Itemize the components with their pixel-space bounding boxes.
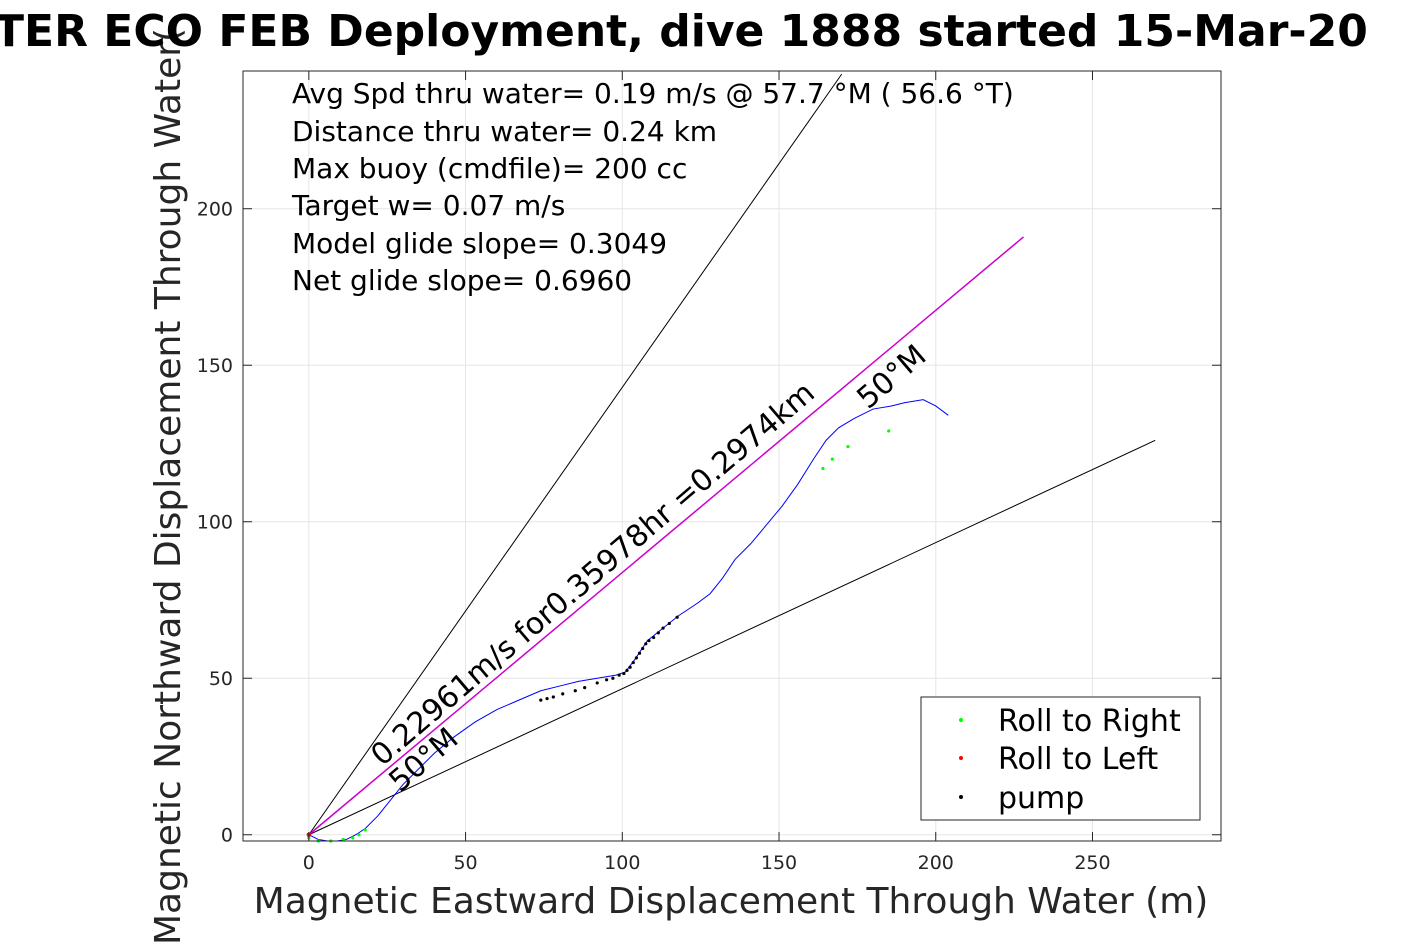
annotation-max-buoy: Max buoy (cmdfile)= 200 cc <box>292 152 687 185</box>
pump-marker <box>631 660 635 665</box>
legend: Roll to Right Roll to Left pump <box>920 696 1201 821</box>
annotation-block: Avg Spd thru water= 0.19 m/s @ 57.7 °M (… <box>291 77 1014 297</box>
y-tick-label: 150 <box>197 355 233 377</box>
annotation-model-glide: Model glide slope= 0.3049 <box>292 227 667 260</box>
roll-to-right-marker <box>887 429 891 433</box>
roll-to-right-marker <box>821 466 825 471</box>
x-tick-label: 200 <box>918 852 954 874</box>
y-tick-label: 50 <box>209 668 233 690</box>
x-tick-label: 100 <box>604 852 640 874</box>
roll-to-right-marker <box>830 457 834 461</box>
annotation-avg-speed: Avg Spd thru water= 0.19 m/s @ 57.7 °M (… <box>292 77 1014 110</box>
y-axis-label: Magnetic Northward Displacement Through … <box>148 28 189 945</box>
pump-marker <box>667 621 671 626</box>
pump-marker <box>539 698 543 702</box>
y-tick-label: 100 <box>197 512 233 534</box>
roll-to-right-marker <box>357 833 361 837</box>
pump-marker <box>675 615 679 619</box>
plot-frame <box>242 70 1222 842</box>
pump-marker <box>617 673 621 677</box>
annotation-target-w: Target w= 0.07 m/s <box>291 189 565 222</box>
reference-lines <box>308 73 1156 836</box>
legend-box <box>920 696 1201 821</box>
legend-label-pump: pump <box>998 781 1084 816</box>
reference-line <box>308 439 1156 836</box>
grid <box>243 71 1221 841</box>
pump-marker <box>595 681 599 685</box>
pump-marker <box>625 668 629 673</box>
roll-to-right-marker <box>846 445 850 449</box>
pump-marker <box>641 646 645 651</box>
pump-marker <box>545 696 549 701</box>
pump-marker <box>634 656 638 660</box>
legend-marker-pump <box>959 795 963 799</box>
ticks: 0 50 100 150 200 250 0 50 100 150 200 <box>197 71 1221 874</box>
pump-marker <box>573 689 577 693</box>
pump-marker <box>583 686 587 690</box>
y-tick-label: 200 <box>197 199 233 221</box>
reference-line <box>308 73 843 836</box>
x-tick-label: 150 <box>761 852 797 874</box>
pump-marker <box>656 631 660 635</box>
roll-to-right-marker <box>363 828 367 832</box>
x-tick-label: 0 <box>303 852 315 874</box>
pump-marker <box>561 692 565 696</box>
pump-marker <box>628 665 632 669</box>
x-axis-label: Magnetic Eastward Displacement Through W… <box>254 881 1209 922</box>
roll-to-right-marker <box>351 836 355 840</box>
pump-marker <box>644 642 648 646</box>
chart-title: TER ECO FEB Deployment, dive 1888 starte… <box>0 6 1368 57</box>
pump-marker <box>611 676 615 680</box>
reference-line <box>308 236 1025 836</box>
pump-marker <box>647 639 651 643</box>
pump-marker <box>637 651 642 655</box>
annotation-net-glide: Net glide slope= 0.6960 <box>292 264 632 297</box>
pump-marker <box>661 626 665 630</box>
pump-marker <box>622 671 626 676</box>
x-tick-label: 250 <box>1074 852 1110 874</box>
pump-marker <box>652 635 656 640</box>
legend-label-roll-right: Roll to Right <box>998 704 1181 739</box>
markers <box>306 429 891 843</box>
legend-marker-roll-right <box>959 718 963 722</box>
annotation-distance: Distance thru water= 0.24 km <box>292 115 717 148</box>
pump-marker <box>551 695 555 699</box>
y-tick-label: 0 <box>221 825 233 847</box>
legend-marker-roll-left <box>959 756 963 760</box>
x-tick-label: 50 <box>453 852 477 874</box>
pump-marker <box>605 678 609 682</box>
legend-label-roll-left: Roll to Left <box>998 742 1158 777</box>
roll-to-right-marker <box>341 837 345 842</box>
